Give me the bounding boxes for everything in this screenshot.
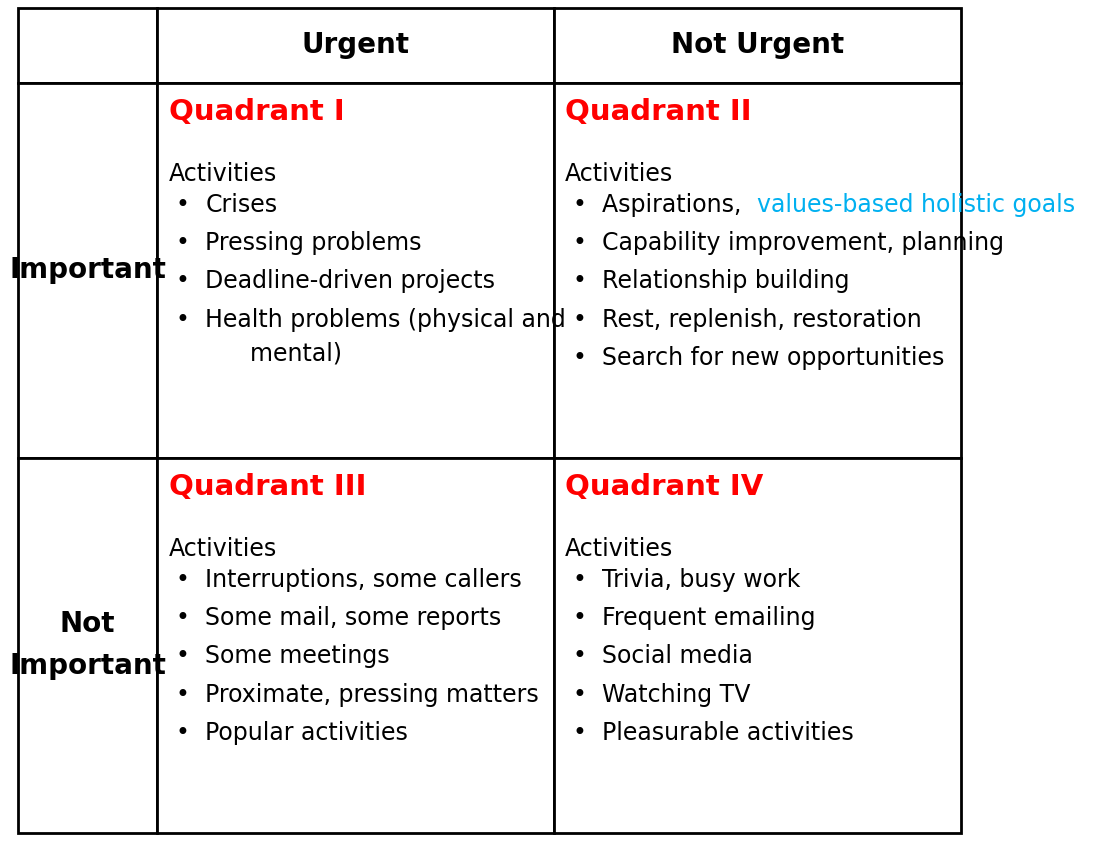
Text: Rest, replenish, restoration: Rest, replenish, restoration bbox=[602, 308, 922, 332]
Text: Not
Important: Not Important bbox=[9, 611, 166, 680]
Text: •: • bbox=[176, 308, 189, 332]
Text: Activities: Activities bbox=[565, 537, 673, 561]
Text: Health problems (physical and
      mental): Health problems (physical and mental) bbox=[206, 308, 566, 365]
Text: Activities: Activities bbox=[169, 161, 277, 186]
Text: •: • bbox=[572, 308, 586, 332]
Text: Important: Important bbox=[9, 257, 166, 284]
Text: values-based holistic goals: values-based holistic goals bbox=[758, 193, 1076, 217]
Text: Pleasurable activities: Pleasurable activities bbox=[602, 722, 854, 745]
Text: •: • bbox=[572, 683, 586, 707]
Text: •: • bbox=[572, 269, 586, 294]
Text: Frequent emailing: Frequent emailing bbox=[602, 606, 815, 630]
Bar bbox=[553, 82, 961, 458]
Text: Capability improvement, planning: Capability improvement, planning bbox=[602, 231, 1003, 255]
Text: Interruptions, some callers: Interruptions, some callers bbox=[206, 568, 522, 591]
Text: •: • bbox=[572, 722, 586, 745]
Text: Trivia, busy work: Trivia, busy work bbox=[602, 568, 800, 591]
Text: Quadrant IV: Quadrant IV bbox=[565, 473, 763, 500]
Text: Quadrant II: Quadrant II bbox=[565, 98, 751, 125]
Bar bbox=[553, 8, 961, 82]
Text: •: • bbox=[572, 346, 586, 370]
Text: Activities: Activities bbox=[565, 161, 673, 186]
Text: •: • bbox=[176, 193, 189, 217]
Text: Proximate, pressing matters: Proximate, pressing matters bbox=[206, 683, 539, 707]
Text: Relationship building: Relationship building bbox=[602, 269, 849, 294]
Text: •: • bbox=[572, 644, 586, 669]
Text: •: • bbox=[176, 568, 189, 591]
Bar bbox=[18, 8, 157, 82]
Text: •: • bbox=[176, 269, 189, 294]
Text: Activities: Activities bbox=[169, 537, 277, 561]
Text: •: • bbox=[572, 568, 586, 591]
Text: Urgent: Urgent bbox=[301, 31, 409, 60]
Text: Some meetings: Some meetings bbox=[206, 644, 390, 669]
Text: Popular activities: Popular activities bbox=[206, 722, 408, 745]
Bar bbox=[553, 458, 961, 833]
Text: •: • bbox=[176, 683, 189, 707]
Text: •: • bbox=[176, 231, 189, 255]
Text: •: • bbox=[176, 644, 189, 669]
Bar bbox=[18, 458, 157, 833]
Text: Quadrant III: Quadrant III bbox=[169, 473, 366, 500]
Text: •: • bbox=[572, 231, 586, 255]
Text: Search for new opportunities: Search for new opportunities bbox=[602, 346, 944, 370]
Text: Not Urgent: Not Urgent bbox=[671, 31, 844, 60]
Text: Social media: Social media bbox=[602, 644, 752, 669]
Text: Some mail, some reports: Some mail, some reports bbox=[206, 606, 502, 630]
Text: Deadline-driven projects: Deadline-driven projects bbox=[206, 269, 495, 294]
Bar bbox=[157, 458, 553, 833]
Bar bbox=[157, 8, 553, 82]
Text: •: • bbox=[572, 193, 586, 217]
Text: Watching TV: Watching TV bbox=[602, 683, 750, 707]
Text: Aspirations,: Aspirations, bbox=[602, 193, 749, 217]
Text: Crises: Crises bbox=[206, 193, 277, 217]
Text: •: • bbox=[176, 722, 189, 745]
Text: Pressing problems: Pressing problems bbox=[206, 231, 422, 255]
Bar bbox=[157, 82, 553, 458]
Text: Quadrant I: Quadrant I bbox=[169, 98, 344, 125]
Bar bbox=[18, 82, 157, 458]
Text: •: • bbox=[572, 606, 586, 630]
Text: •: • bbox=[176, 606, 189, 630]
